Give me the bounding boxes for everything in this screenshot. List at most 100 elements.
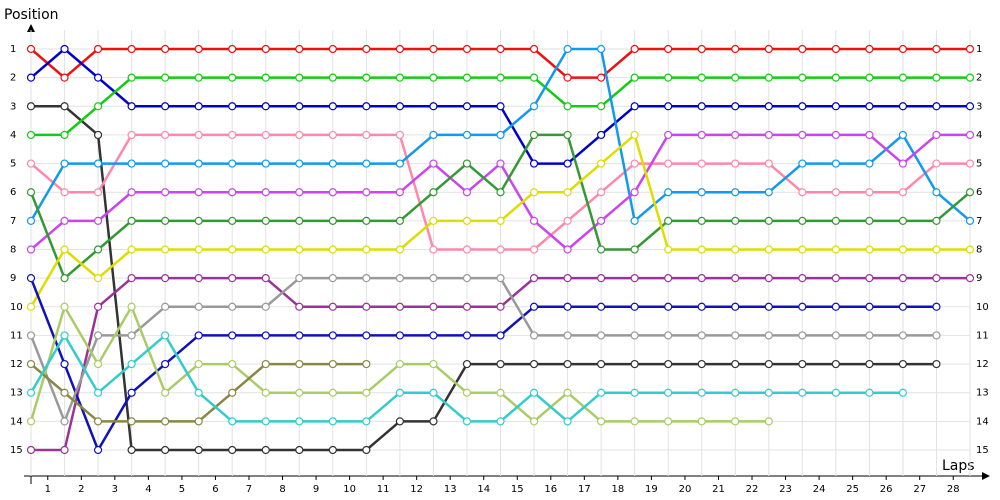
point bbox=[429, 359, 438, 369]
point bbox=[764, 302, 773, 311]
point bbox=[731, 102, 740, 111]
point bbox=[328, 302, 337, 311]
point bbox=[429, 159, 438, 168]
point bbox=[161, 102, 170, 111]
point bbox=[328, 417, 337, 426]
point bbox=[664, 159, 673, 168]
point bbox=[865, 159, 874, 168]
point bbox=[731, 359, 740, 369]
point bbox=[295, 44, 304, 54]
x-tick-label: 14 bbox=[477, 484, 490, 495]
point bbox=[664, 216, 673, 225]
point bbox=[26, 359, 36, 369]
x-tick-label: 2 bbox=[78, 484, 84, 495]
point bbox=[529, 44, 539, 54]
point bbox=[93, 445, 103, 455]
point bbox=[228, 44, 237, 54]
point bbox=[228, 159, 237, 168]
point bbox=[161, 331, 170, 340]
point bbox=[932, 159, 941, 168]
y-tick-label: 2 bbox=[10, 73, 16, 84]
point bbox=[731, 388, 740, 397]
point bbox=[597, 159, 606, 168]
point bbox=[932, 302, 941, 311]
point bbox=[161, 216, 170, 225]
point bbox=[563, 130, 572, 140]
point bbox=[831, 331, 840, 340]
point bbox=[462, 159, 472, 168]
point bbox=[597, 274, 606, 283]
point bbox=[764, 388, 773, 397]
point bbox=[630, 159, 639, 168]
point bbox=[529, 302, 539, 311]
point bbox=[731, 216, 740, 225]
point bbox=[697, 359, 706, 369]
point bbox=[362, 216, 371, 225]
x-tick-label: 4 bbox=[145, 484, 151, 495]
point bbox=[697, 73, 706, 82]
x-tick-label: 10 bbox=[343, 484, 356, 495]
point bbox=[697, 188, 706, 197]
point bbox=[93, 159, 103, 168]
point bbox=[228, 445, 237, 455]
point bbox=[395, 245, 404, 254]
point bbox=[194, 102, 203, 111]
point bbox=[127, 417, 136, 426]
x-tick-label: 25 bbox=[846, 484, 859, 495]
point bbox=[865, 130, 874, 140]
point bbox=[228, 102, 237, 111]
point bbox=[194, 274, 203, 283]
point bbox=[898, 274, 908, 283]
point bbox=[60, 302, 69, 311]
point bbox=[462, 274, 472, 283]
point bbox=[664, 331, 673, 340]
y-tick-label: 10 bbox=[10, 302, 23, 313]
point bbox=[127, 274, 136, 283]
point bbox=[429, 130, 438, 140]
point bbox=[261, 44, 270, 54]
point bbox=[462, 331, 472, 340]
point bbox=[865, 188, 874, 197]
point bbox=[764, 44, 773, 54]
point bbox=[831, 130, 840, 140]
point bbox=[563, 331, 572, 340]
point bbox=[764, 331, 773, 340]
point bbox=[395, 44, 404, 54]
point bbox=[597, 216, 606, 225]
point bbox=[496, 73, 505, 82]
point bbox=[831, 73, 840, 82]
point bbox=[462, 417, 472, 426]
point bbox=[731, 73, 740, 82]
point bbox=[563, 73, 572, 82]
point bbox=[630, 188, 639, 197]
point bbox=[630, 245, 639, 254]
point bbox=[831, 44, 840, 54]
point bbox=[932, 188, 941, 197]
point bbox=[295, 274, 304, 283]
point bbox=[161, 73, 170, 82]
point bbox=[664, 73, 673, 82]
point bbox=[362, 274, 371, 283]
point bbox=[429, 102, 438, 111]
point bbox=[965, 73, 975, 82]
point bbox=[529, 359, 539, 369]
point bbox=[161, 44, 170, 54]
x-tick-label: 26 bbox=[880, 484, 893, 495]
point bbox=[798, 388, 807, 397]
point bbox=[496, 274, 505, 283]
point bbox=[228, 359, 237, 369]
point bbox=[496, 302, 505, 311]
point bbox=[597, 388, 606, 397]
point bbox=[965, 130, 975, 140]
point bbox=[496, 359, 505, 369]
point bbox=[362, 245, 371, 254]
x-tick-label: 23 bbox=[779, 484, 792, 495]
x-tick-label: 24 bbox=[813, 484, 826, 495]
point bbox=[697, 417, 706, 426]
point bbox=[295, 359, 304, 369]
point bbox=[127, 102, 136, 111]
x-axis-title: Laps bbox=[942, 458, 975, 474]
point bbox=[261, 102, 270, 111]
y-tick-label-right: 13 bbox=[976, 388, 989, 399]
point bbox=[462, 188, 472, 197]
